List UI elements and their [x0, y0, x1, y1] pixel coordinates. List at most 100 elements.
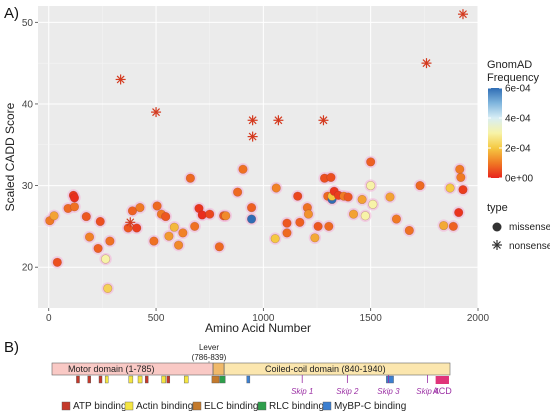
missense-point [385, 192, 395, 202]
missense-point [101, 254, 111, 264]
nonsense-stroke [152, 108, 161, 117]
missense-point [214, 242, 224, 252]
domain-coil [223, 362, 451, 376]
missense-point [132, 223, 142, 233]
binding-site-actin [183, 375, 189, 384]
color-legend-bar [488, 88, 502, 178]
missense-point [282, 228, 292, 238]
coiled-coil-domain-label: Coiled-coil domain (840-1940) [265, 364, 386, 374]
colorbar-tick-label: 6e-04 [505, 84, 531, 95]
missense-point [366, 157, 376, 167]
missense-point [324, 221, 334, 231]
skip-label: Skip 3 [377, 387, 400, 396]
lever-label-line2: (786-839) [192, 353, 227, 362]
legend-missense-label: missense [509, 222, 550, 233]
binding-legend-swatch [192, 401, 202, 411]
missense-point [185, 173, 195, 183]
missense-point [357, 194, 367, 205]
missense-point [221, 211, 231, 221]
nonsense-stroke [116, 75, 125, 84]
nonsense-stroke [274, 116, 283, 125]
missense-point [293, 191, 303, 201]
binding-site-actin [128, 375, 134, 384]
missense-point [178, 228, 188, 238]
binding-legend-swatch [61, 401, 71, 411]
nonsense-stroke [126, 218, 135, 227]
missense-point [366, 180, 376, 191]
binding-site-mybp-c [246, 375, 251, 384]
missense-point [135, 203, 145, 213]
x-tick-label: 0 [46, 313, 52, 324]
shape-legend-title: type [487, 202, 508, 214]
missense-point [93, 243, 103, 254]
missense-point [360, 211, 370, 221]
shape-legend: type missense nonsense [487, 202, 550, 252]
missense-point [173, 240, 184, 250]
legend-nonsense-icon [492, 240, 502, 250]
missense-point [246, 203, 257, 213]
missense-point [69, 202, 80, 212]
missense-point [69, 193, 80, 203]
missense-point [343, 192, 353, 202]
missense-point [391, 214, 402, 224]
missense-point [164, 231, 174, 241]
nonsense-point [457, 9, 468, 20]
missense-point [95, 216, 105, 227]
x-tick-label: 2000 [467, 313, 490, 324]
x-tick-label: 1500 [360, 313, 383, 324]
skip-label: Skip 1 [291, 387, 313, 396]
nonsense-stroke [248, 132, 257, 141]
binding-site-atp [76, 375, 80, 384]
x-axis-title: Amino Acid Number [205, 321, 311, 335]
missense-point [49, 211, 59, 221]
lever-label-line1: Lever [199, 343, 219, 352]
acd-region [435, 376, 449, 384]
binding-site-actin [104, 375, 109, 384]
nonsense-stroke [459, 10, 467, 19]
binding-site-mybp-c [386, 375, 394, 384]
legend-nonsense-label: nonsense [509, 241, 550, 252]
x-tick-label: 500 [148, 313, 165, 324]
nonsense-point [318, 115, 329, 126]
colorbar-tick-label: 2e-04 [505, 144, 531, 155]
binding-site-actin [161, 375, 166, 384]
missense-point [105, 236, 115, 246]
binding-legend-swatch [322, 401, 332, 411]
binding-site-atp [144, 375, 149, 384]
missense-point [458, 185, 468, 195]
nonsense-point [151, 107, 162, 118]
missense-point [348, 209, 359, 219]
panel-b-label: B) [4, 339, 19, 356]
missense-point [368, 199, 378, 209]
missense-point [303, 209, 314, 219]
missense-point [149, 236, 159, 246]
missense-point [152, 201, 162, 211]
nonsense-stroke [422, 59, 431, 68]
nonsense-point [273, 115, 284, 126]
y-tick-label: 20 [22, 263, 34, 274]
missense-point [205, 209, 215, 219]
nonsense-point [115, 74, 126, 85]
missense-point [190, 221, 200, 231]
binding-legend-label: RLC binding [269, 401, 324, 412]
missense-point [84, 232, 95, 242]
binding-site-rlc [219, 375, 226, 384]
missense-point [81, 211, 91, 222]
missense-point [127, 206, 138, 216]
missense-point [448, 221, 458, 231]
nonsense-stroke [319, 116, 328, 125]
missense-point [445, 183, 455, 193]
skip-label: Skip 4 [416, 387, 439, 396]
missense-point [271, 183, 281, 193]
missense-point [233, 187, 243, 197]
binding-legend-swatch [257, 401, 267, 411]
missense-point [313, 221, 323, 231]
binding-legend-label: MyBP-C binding [334, 401, 406, 412]
binding-site-atp [98, 375, 103, 384]
nonsense-stroke [248, 116, 257, 125]
missense-point [161, 211, 171, 222]
missense-point [246, 214, 257, 224]
binding-site-elc [211, 375, 220, 384]
